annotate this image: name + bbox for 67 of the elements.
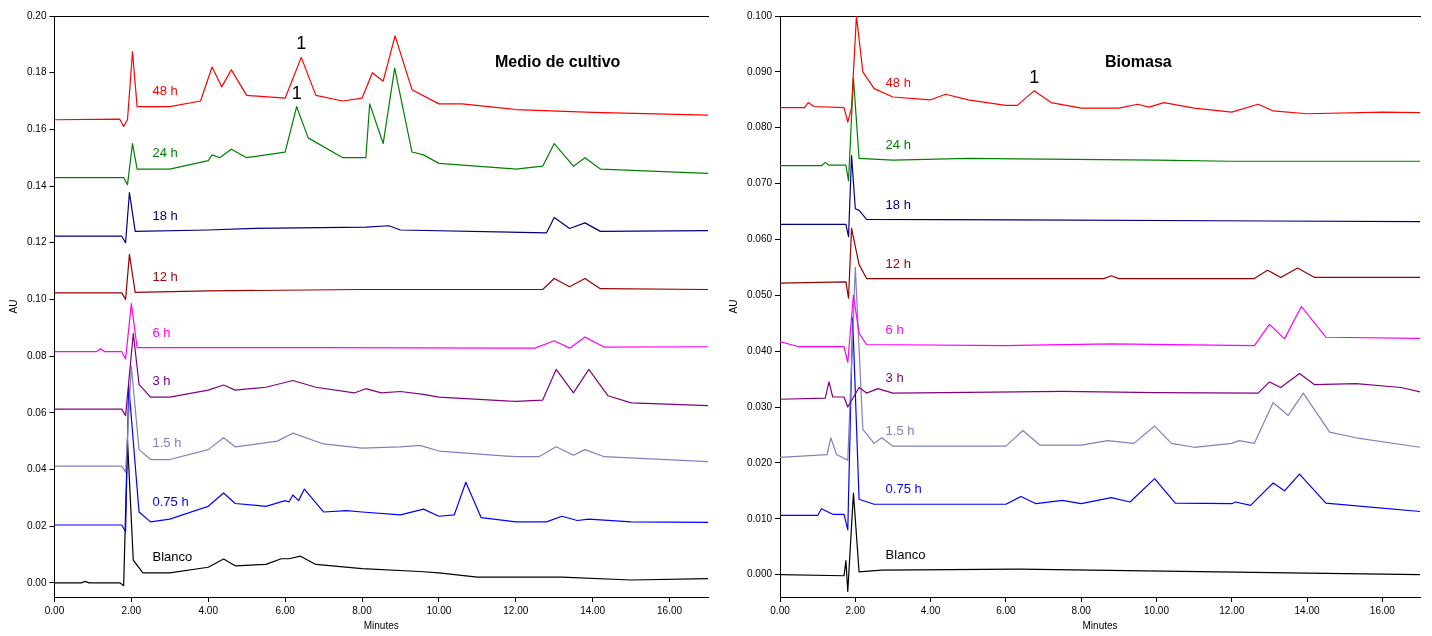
y-tick-label: 0.20	[26, 9, 47, 21]
series-label: 48 h	[152, 82, 178, 98]
series-label: 6 h	[885, 321, 904, 337]
series-label: 18 h	[152, 207, 178, 223]
y-tick-label: 0.02	[26, 519, 47, 531]
series-label: 12 h	[152, 268, 178, 284]
y-tick-label: 0.070	[746, 177, 773, 189]
annotation: 1	[291, 82, 302, 103]
x-tick-label: 4.00	[920, 604, 941, 616]
x-tick-label: 12.00	[503, 604, 529, 616]
y-tick-label: 0.020	[746, 456, 773, 468]
y-axis-title: AU	[7, 299, 19, 314]
series-label: 0.75 h	[152, 494, 189, 510]
x-tick-label: 10.00	[1143, 604, 1170, 616]
y-tick-label: 0.14	[26, 179, 47, 191]
x-tick-label: 0.00	[44, 604, 65, 616]
x-tick-label: 0.00	[770, 604, 791, 616]
annotation: 1	[296, 33, 307, 54]
y-tick-label: 0.100	[746, 9, 773, 21]
series-label: Blanco	[885, 547, 926, 563]
x-tick-label: 8.00	[1071, 604, 1092, 616]
y-tick-label: 0.000	[746, 568, 773, 580]
y-tick-label: 0.080	[746, 121, 773, 133]
x-tick-label: 12.00	[1219, 604, 1245, 616]
text: Medio de cultivo	[495, 53, 621, 71]
x-tick-label: 16.00	[657, 604, 683, 616]
x-tick-label: 4.00	[198, 604, 219, 616]
series-label: 1.5 h	[152, 435, 182, 451]
y-axis-title: AU	[727, 299, 739, 314]
y-tick-label: 0.08	[26, 349, 47, 361]
text: Biomasa	[1105, 53, 1172, 71]
series-label: Blanco	[152, 549, 193, 565]
y-tick-label: 0.00	[26, 576, 47, 588]
x-tick-label: 6.00	[275, 604, 296, 616]
y-tick-label: 0.06	[26, 406, 47, 418]
x-axis-title: Minutes	[1082, 619, 1118, 631]
y-tick-label: 0.090	[746, 65, 773, 77]
x-tick-label: 10.00	[426, 604, 452, 616]
series-label: 6 h	[152, 324, 171, 340]
series-label: 24 h	[152, 144, 178, 160]
x-tick-label: 14.00	[1294, 604, 1321, 616]
y-tick-label: 0.18	[26, 66, 47, 78]
x-axis-title: Minutes	[363, 619, 399, 631]
y-tick-label: 0.030	[746, 400, 773, 412]
series-label: 12 h	[885, 255, 911, 271]
series-label: 3 h	[152, 373, 171, 389]
y-tick-label: 0.060	[746, 233, 773, 245]
x-tick-label: 6.00	[996, 604, 1017, 616]
y-tick-label: 0.12	[26, 236, 47, 248]
y-tick-label: 0.10	[26, 293, 47, 305]
y-tick-label: 0.010	[746, 512, 773, 524]
series-label: 24 h	[885, 136, 911, 152]
x-tick-label: 2.00	[121, 604, 142, 616]
y-tick-label: 0.040	[746, 344, 773, 356]
annotation: 1	[1029, 66, 1040, 87]
x-tick-label: 14.00	[580, 604, 606, 616]
y-tick-label: 0.050	[746, 289, 773, 301]
y-tick-label: 0.16	[26, 123, 47, 135]
series-label: 3 h	[885, 370, 904, 386]
series-label: 18 h	[885, 196, 911, 212]
series-label: 48 h	[885, 75, 911, 91]
series-label: 0.75 h	[885, 481, 922, 497]
x-tick-label: 16.00	[1369, 604, 1396, 616]
x-tick-label: 8.00	[352, 604, 373, 616]
x-tick-label: 2.00	[845, 604, 866, 616]
series-label: 1.5 h	[885, 423, 915, 439]
y-tick-label: 0.04	[26, 463, 47, 475]
